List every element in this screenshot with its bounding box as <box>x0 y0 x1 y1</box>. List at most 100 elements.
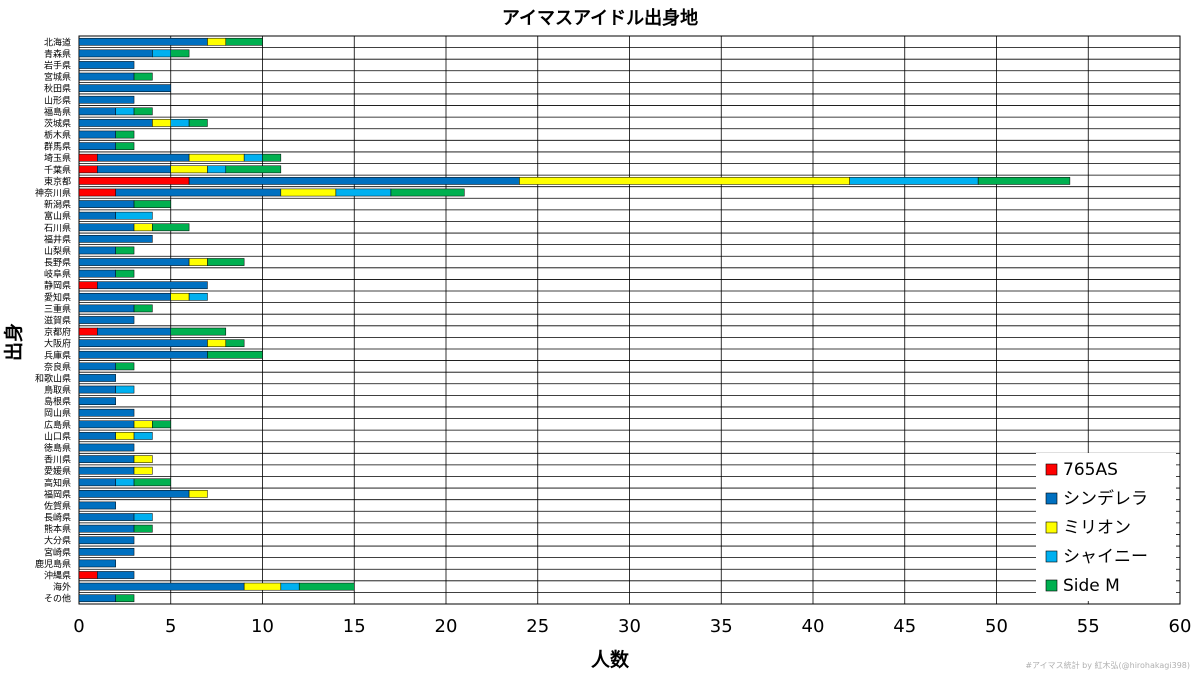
legend-label: ミリオン <box>1063 518 1131 538</box>
y-tick-label: 兵庫県 <box>44 349 71 361</box>
bar-segment <box>115 478 135 487</box>
y-tick-label: 福井県 <box>44 233 71 245</box>
bar-segment <box>188 292 208 301</box>
bar-segment <box>243 582 282 591</box>
bar-segment <box>78 107 116 116</box>
x-tick-labels: 0 5 10 15 20 25 30 35 40 45 50 55 60 <box>73 616 1191 637</box>
bar-segment <box>170 119 190 127</box>
bar-segment <box>133 478 172 487</box>
legend-swatch <box>1045 579 1058 592</box>
bar-segment <box>225 37 263 46</box>
bar-segment <box>78 397 116 405</box>
bar-segment <box>133 72 153 81</box>
bar-segment <box>188 177 520 185</box>
y-tick-label: 山口県 <box>44 431 71 442</box>
y-tick-label: 徳島県 <box>44 442 71 454</box>
bar-segment <box>78 49 153 58</box>
bar-segment <box>133 432 153 440</box>
bar-segment <box>78 594 116 603</box>
bar-segment <box>188 490 208 498</box>
y-tick-label: 長崎県 <box>44 512 71 524</box>
bar-segment <box>170 292 190 301</box>
y-tick-label: 鹿児島県 <box>35 558 71 570</box>
legend-swatch <box>1045 492 1058 505</box>
y-tick-label: 山形県 <box>44 94 71 106</box>
y-tick-label: 富山県 <box>44 210 71 222</box>
bar-segment <box>152 119 171 127</box>
bar-segment <box>78 316 135 324</box>
legend-swatch <box>1045 521 1058 534</box>
bar-segment <box>78 513 135 521</box>
bar-segment <box>207 339 227 348</box>
y-tick-label: 神奈川県 <box>35 187 71 199</box>
y-tick-label: その他 <box>44 593 71 605</box>
bar-segment <box>133 524 153 533</box>
legend-swatch <box>1045 463 1058 476</box>
bar-segment <box>390 188 465 197</box>
bar-segment <box>78 350 208 359</box>
y-tick-label: 岐阜県 <box>44 268 71 280</box>
y-tick-label: 宮崎県 <box>44 546 71 558</box>
bar-segment <box>78 374 116 382</box>
bar-segment <box>115 142 135 150</box>
bar-segment <box>262 153 282 162</box>
bar-segment <box>133 466 153 475</box>
bar-segment <box>133 223 153 232</box>
y-tick-label: 鳥取県 <box>44 384 71 396</box>
bar-segment <box>115 130 135 139</box>
bar-segment <box>115 107 135 116</box>
bar-segment <box>78 327 98 336</box>
x-tick-label: 10 <box>251 616 274 637</box>
bar-segment <box>78 385 116 394</box>
bar-segment <box>243 153 263 162</box>
bar-segment <box>115 269 135 278</box>
y-axis-label: 出身 <box>2 323 25 361</box>
bar-segment <box>78 281 98 290</box>
y-tick-label: 千葉県 <box>44 164 71 176</box>
bar-segment <box>78 432 116 440</box>
bar-segment <box>78 246 116 255</box>
y-tick-label: 和歌山県 <box>35 372 71 384</box>
bar-segment <box>78 165 98 174</box>
y-tick-label: 栃木県 <box>44 129 71 141</box>
x-tick-label: 15 <box>343 616 366 637</box>
bar-segment <box>115 594 135 603</box>
bar-segment <box>78 188 116 197</box>
bar-segment <box>78 362 116 371</box>
bar-segment <box>78 235 153 243</box>
grid-layer <box>78 35 1181 605</box>
x-tick-label: 5 <box>165 616 176 637</box>
y-tick-label: 東京都 <box>44 175 71 187</box>
y-tick-label: 海外 <box>53 581 71 593</box>
bar-segment <box>188 153 245 162</box>
y-tick-label: 長野県 <box>44 258 71 269</box>
y-tick-label: 福岡県 <box>44 488 71 500</box>
y-tick-label: 愛媛県 <box>44 465 71 477</box>
y-tick-label: 群馬県 <box>44 141 71 153</box>
bar-segment <box>78 84 171 93</box>
bar-segment <box>78 95 135 104</box>
bar-segment <box>78 420 135 429</box>
x-tick-label: 40 <box>802 616 825 637</box>
y-tick-label: 香川県 <box>44 455 71 466</box>
legend-label: Side M <box>1063 576 1120 596</box>
legend-swatch <box>1045 550 1058 563</box>
bar-segment <box>78 524 135 533</box>
bar-segment <box>115 432 135 440</box>
y-tick-label: 大分県 <box>44 535 71 547</box>
bar-segment <box>207 258 245 266</box>
bar-segment <box>78 339 208 348</box>
bar-segment <box>78 582 245 591</box>
x-tick-label: 35 <box>710 616 733 637</box>
legend-box <box>1036 453 1176 601</box>
bar-segment <box>115 385 135 394</box>
bar-segment <box>133 513 153 521</box>
bar-segment <box>115 211 153 220</box>
bar-segment <box>78 559 116 568</box>
x-tick-label: 45 <box>893 616 916 637</box>
bar-segment <box>133 107 153 116</box>
bar-segment <box>78 269 116 278</box>
bar-segment <box>78 200 135 208</box>
